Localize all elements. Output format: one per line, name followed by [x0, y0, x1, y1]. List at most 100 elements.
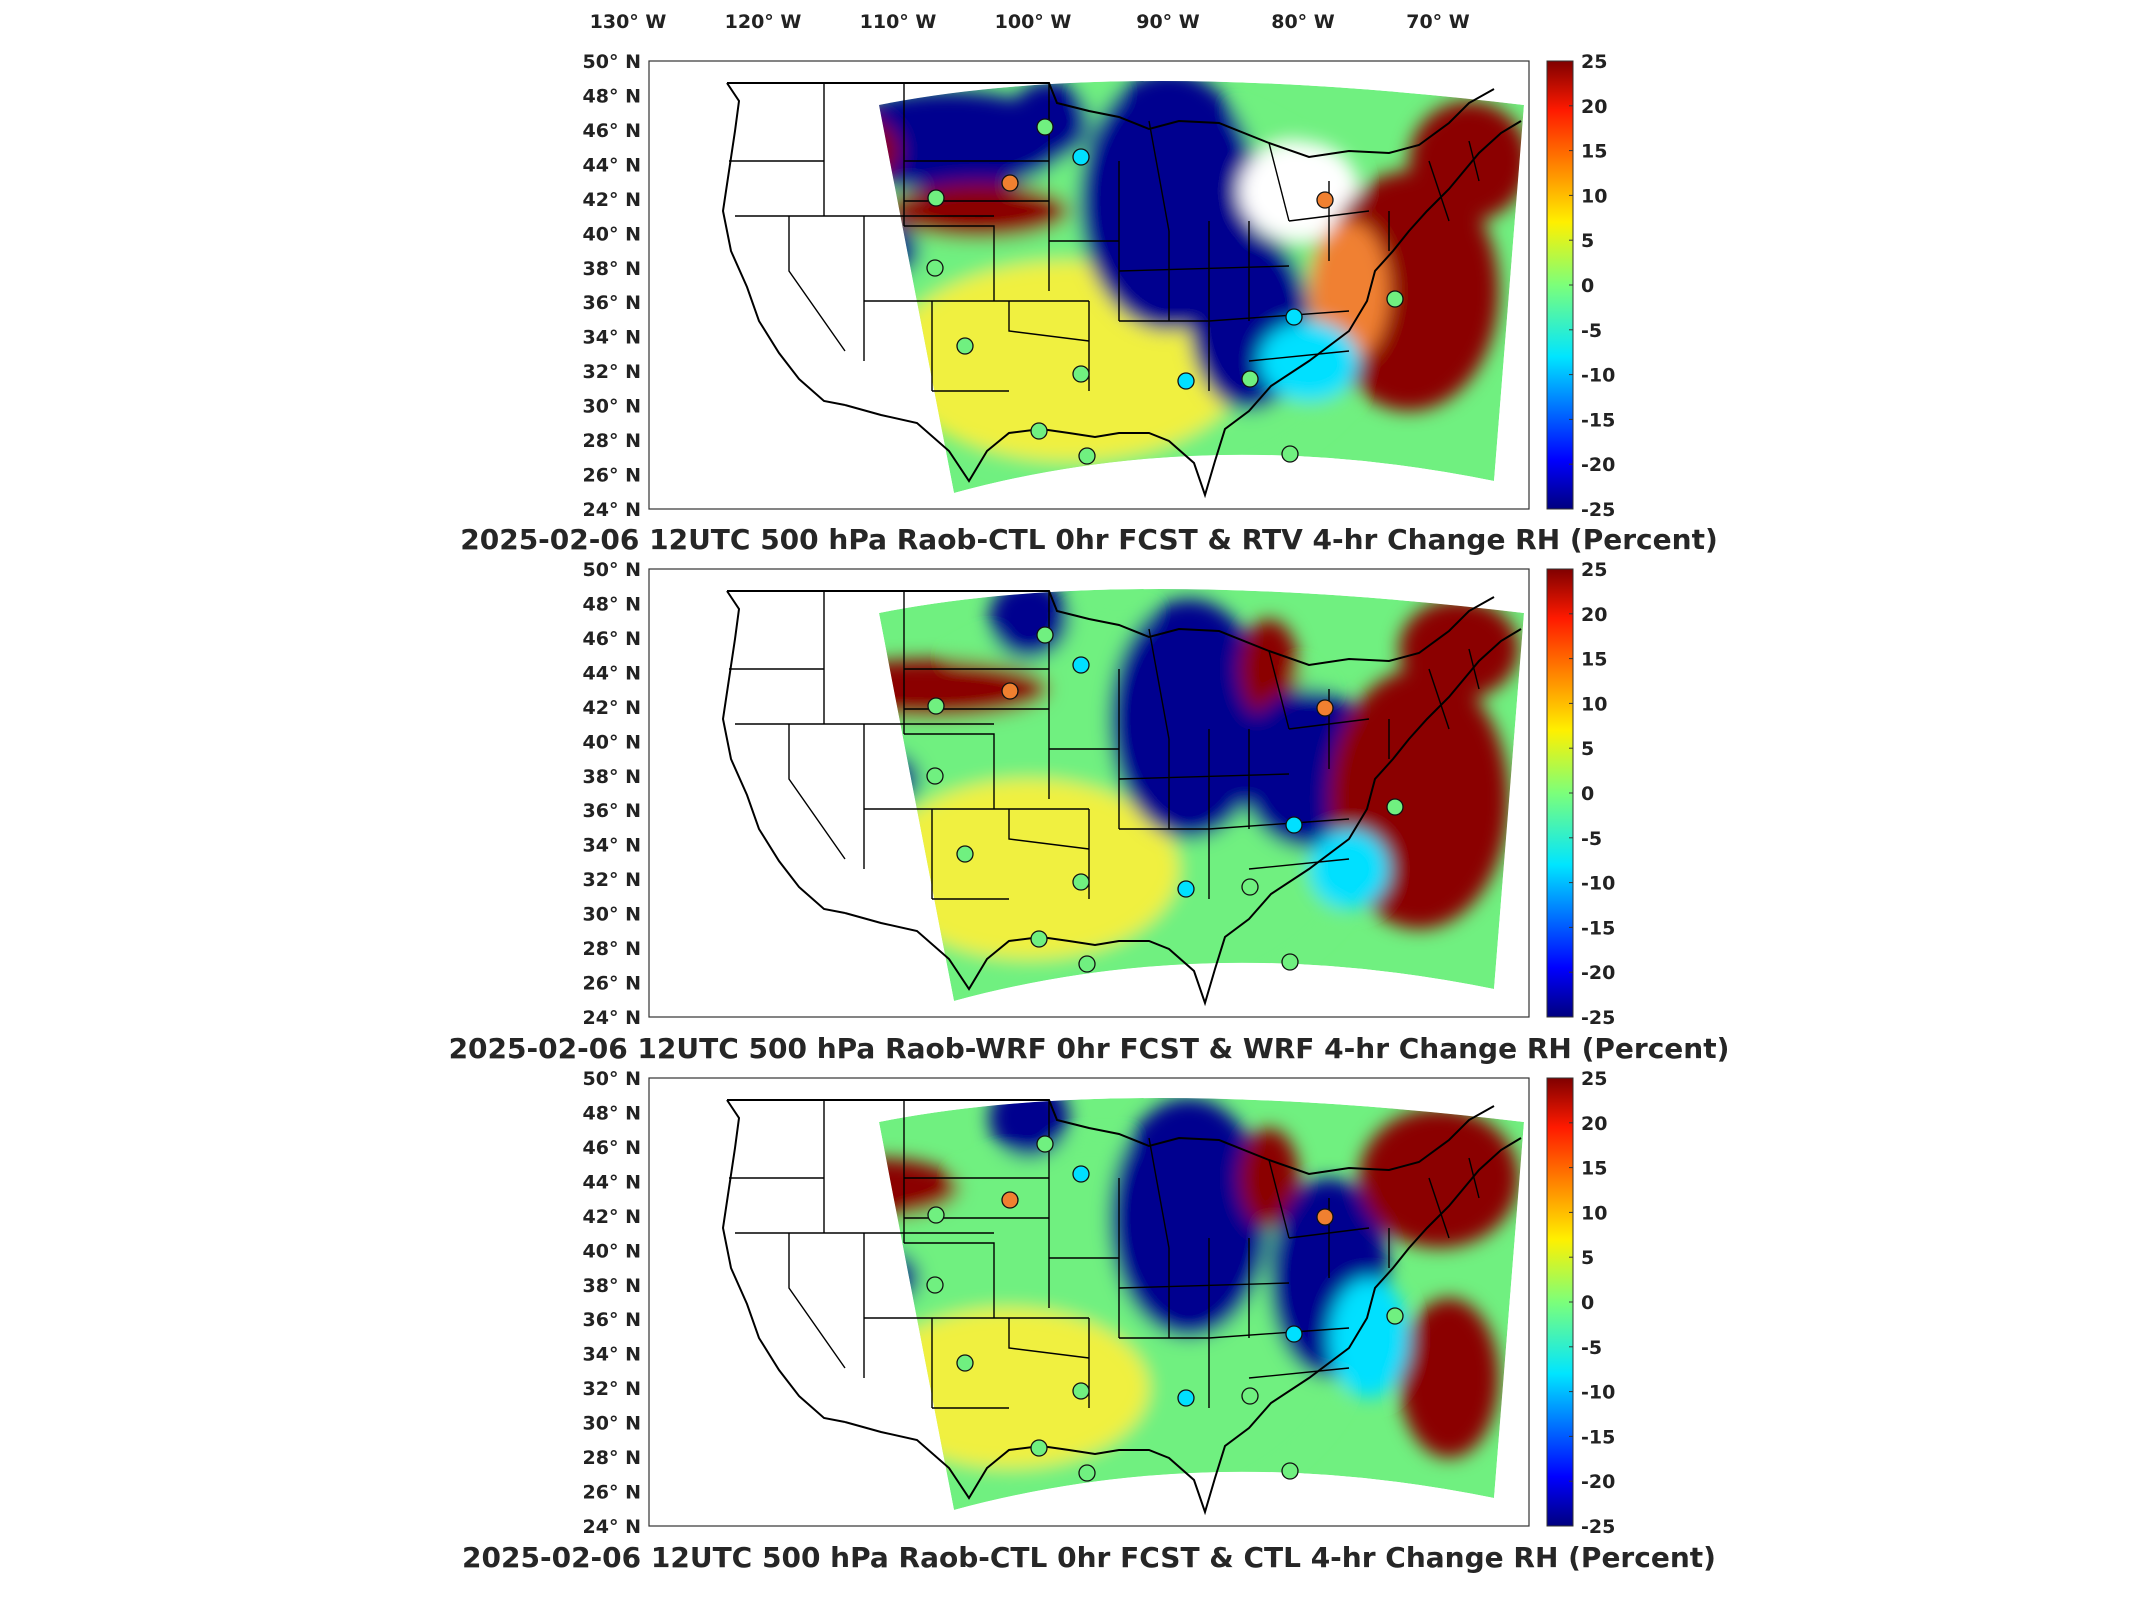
raob-station — [1285, 1325, 1303, 1343]
raob-station — [956, 1354, 974, 1372]
raob-station — [1072, 1165, 1090, 1183]
colorbar: 25 20 15 10 5 0 -5 -10 -15 -20 -25 — [1546, 1068, 1615, 1538]
longitude-tick-labels: 130° W 120° W 110° W 100° W 90° W 80° W 70° W — [590, 11, 1470, 33]
raob-station — [1386, 290, 1404, 308]
colorbar-tick-label: -5 — [1581, 320, 1602, 342]
raob-station — [1281, 1462, 1299, 1480]
lat-tick-label: 26° N — [583, 1482, 641, 1504]
colorbar-tick-label: 25 — [1581, 1068, 1607, 1090]
colorbar-tick-label: 25 — [1581, 559, 1607, 581]
colorbar-tick-label: -15 — [1581, 409, 1615, 431]
colorbar-tick-label: -10 — [1581, 365, 1615, 387]
colorbar-tick-label: 15 — [1581, 649, 1607, 671]
colorbar: 25 20 15 10 5 0 -5 -10 -15 -20 -25 — [1546, 51, 1615, 521]
colorbar-tick-label: 10 — [1581, 693, 1607, 715]
lon-tick-label: 110° W — [860, 11, 937, 33]
map-panel: 50° N 48° N 46° N 44° N 42° N 40° N 38° N 36° N… — [583, 1068, 1616, 1538]
colorbar-tick-label: -25 — [1581, 499, 1615, 521]
raob-station — [1241, 370, 1259, 388]
lat-tick-label: 44° N — [583, 154, 641, 176]
colorbar-tick-label: 20 — [1581, 96, 1607, 118]
raob-station — [926, 767, 944, 785]
lat-tick-label: 40° N — [583, 1240, 641, 1262]
raob-station — [1316, 191, 1334, 209]
colorbar-tick-label: 25 — [1581, 51, 1607, 73]
latitude-tick-labels: 50° N 48° N 46° N 44° N 42° N 40° N 38° N 36° N… — [583, 559, 641, 1029]
lat-tick-label: 46° N — [583, 628, 641, 650]
raob-station — [1241, 878, 1259, 896]
raob-station — [1030, 930, 1048, 948]
raob-station — [1177, 1389, 1195, 1407]
lat-tick-label: 36° N — [583, 800, 641, 822]
lat-tick-label: 36° N — [583, 292, 641, 314]
raob-station — [927, 1206, 945, 1224]
colorbar-tick-label: -25 — [1581, 1516, 1615, 1538]
colorbar-tick-label: -20 — [1581, 962, 1615, 984]
lat-tick-label: 40° N — [583, 223, 641, 245]
lat-tick-label: 50° N — [583, 1068, 641, 1090]
raob-station — [1281, 445, 1299, 463]
raob-station — [927, 189, 945, 207]
lat-tick-label: 48° N — [583, 1102, 641, 1124]
rh-change-field — [879, 81, 1524, 493]
lat-tick-label: 24° N — [583, 1516, 641, 1538]
map-panel: 50° N 48° N 46° N 44° N 42° N 40° N 38° N 36° N… — [583, 559, 1616, 1029]
raob-station — [1001, 174, 1019, 192]
lat-tick-label: 34° N — [583, 327, 641, 349]
lat-tick-label: 32° N — [583, 361, 641, 383]
raob-station — [1241, 1387, 1259, 1405]
lon-tick-label: 90° W — [1136, 11, 1200, 33]
raob-station — [1072, 873, 1090, 891]
lon-tick-label: 70° W — [1406, 11, 1470, 33]
lat-tick-label: 38° N — [583, 258, 641, 280]
lat-tick-label: 50° N — [583, 51, 641, 73]
colorbar-tick-label: -10 — [1581, 873, 1615, 895]
raob-station — [1072, 1382, 1090, 1400]
lat-tick-label: 36° N — [583, 1309, 641, 1331]
lat-tick-label: 42° N — [583, 1206, 641, 1228]
colorbar-tick-label: 5 — [1581, 230, 1594, 252]
colorbar-tick-label: 10 — [1581, 185, 1607, 207]
raob-station-markers — [926, 626, 1404, 973]
lat-tick-label: 26° N — [583, 465, 641, 487]
lat-tick-label: 44° N — [583, 1171, 641, 1193]
colorbar-tick-label: -5 — [1581, 828, 1602, 850]
raob-station — [1072, 365, 1090, 383]
lat-tick-label: 34° N — [583, 835, 641, 857]
colorbar-tick-label: 0 — [1581, 275, 1594, 297]
colorbar-tick-label: -20 — [1581, 1471, 1615, 1493]
lat-tick-label: 30° N — [583, 396, 641, 418]
lon-tick-label: 130° W — [590, 11, 667, 33]
raob-station — [1078, 447, 1096, 465]
raob-station — [1316, 699, 1334, 717]
raob-station — [1072, 656, 1090, 674]
raob-station — [1036, 626, 1054, 644]
raob-station — [1177, 880, 1195, 898]
lat-tick-label: 44° N — [583, 662, 641, 684]
raob-station — [1036, 1135, 1054, 1153]
colorbar-tick-label: -20 — [1581, 454, 1615, 476]
raob-station — [926, 1276, 944, 1294]
colorbar-tick-label: -5 — [1581, 1337, 1602, 1359]
lat-tick-label: 32° N — [583, 869, 641, 891]
raob-station — [1078, 955, 1096, 973]
panel-title: 2025-02-06 12UTC 500 hPa Raob-WRF 0hr FC… — [448, 1032, 1730, 1065]
us-state-boundaries — [721, 590, 1522, 1007]
lon-tick-label: 100° W — [995, 11, 1072, 33]
raob-station — [927, 697, 945, 715]
panel-title: 2025-02-06 12UTC 500 hPa Raob-CTL 0hr FC… — [462, 1541, 1716, 1574]
lat-tick-label: 50° N — [583, 559, 641, 581]
lat-tick-label: 24° N — [583, 499, 641, 521]
latitude-tick-labels: 50° N 48° N 46° N 44° N 42° N 40° N 38° N 36° N… — [583, 51, 641, 521]
raob-station — [1177, 372, 1195, 390]
raob-station — [1316, 1208, 1334, 1226]
colorbar-tick-label: 20 — [1581, 1113, 1607, 1135]
lat-tick-label: 30° N — [583, 1413, 641, 1435]
raob-station — [1001, 682, 1019, 700]
lon-tick-label: 120° W — [725, 11, 802, 33]
colorbar-tick-label: 15 — [1581, 1158, 1607, 1180]
colorbar-tick-label: 15 — [1581, 141, 1607, 163]
raob-station — [1078, 1464, 1096, 1482]
colorbar-tick-label: -10 — [1581, 1382, 1615, 1404]
